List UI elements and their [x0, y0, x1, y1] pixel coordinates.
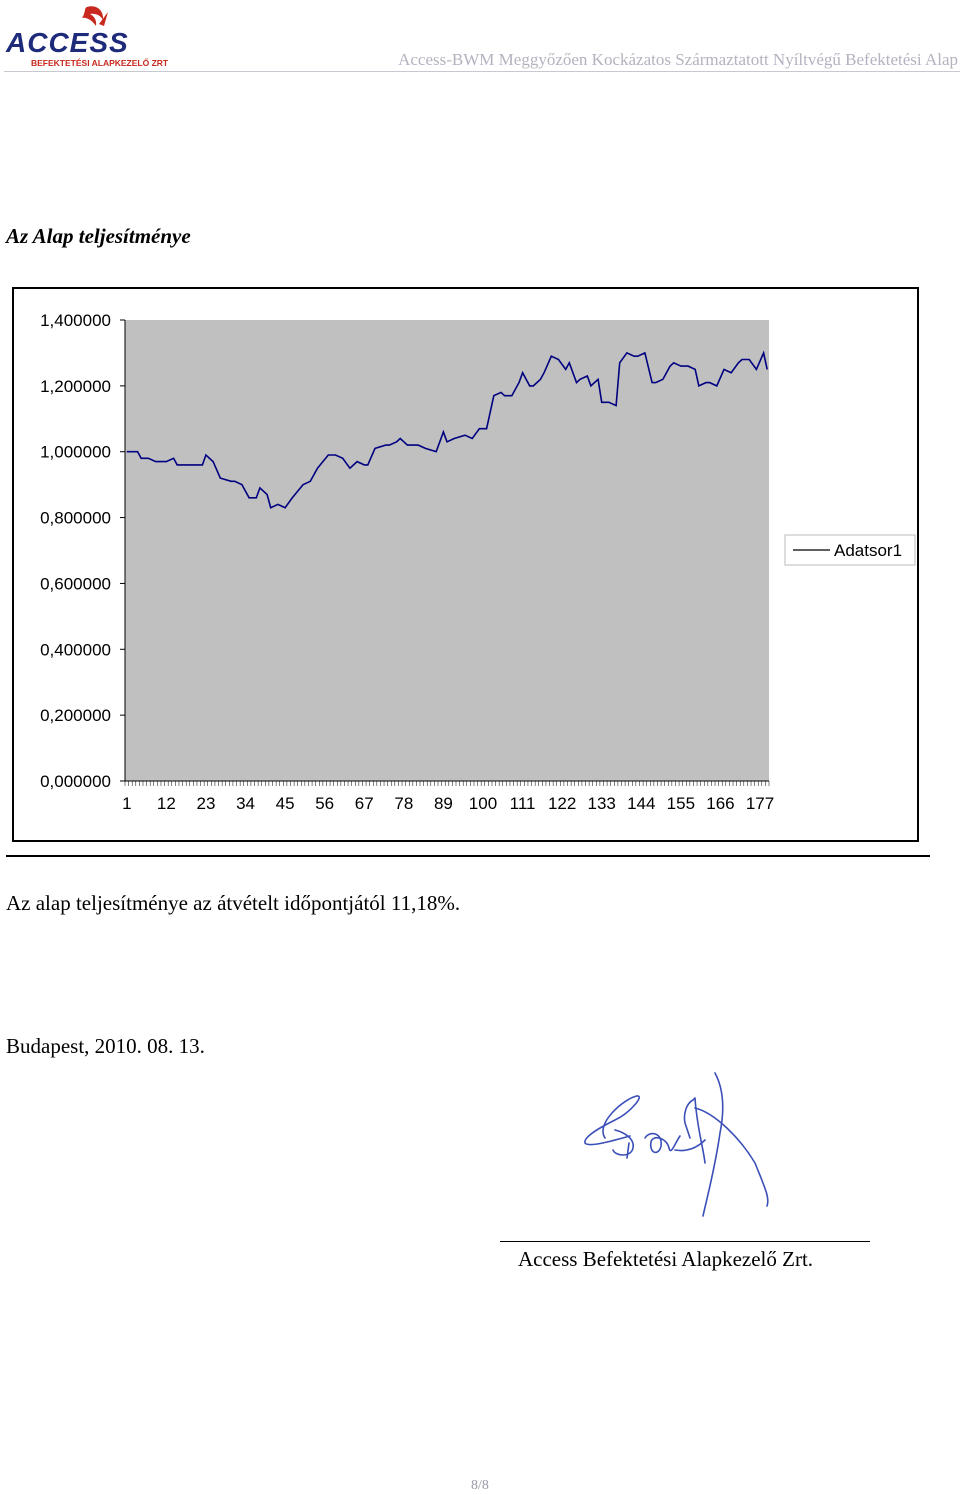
date-line: Budapest, 2010. 08. 13.: [6, 1034, 205, 1058]
x-tick-label: 133: [588, 794, 616, 813]
page-number: 8/8: [471, 1478, 489, 1493]
chart-bottom-divider: [6, 855, 930, 857]
series-line-adatsor1: [126, 350, 768, 509]
handwritten-signature: [584, 1072, 769, 1217]
x-tick-label: 45: [276, 794, 295, 813]
header-divider: [4, 71, 960, 72]
logo-tagline: BEFEKTETÉSI ALAPKEZELŐ ZRT: [31, 57, 169, 68]
header-title: Access-BWM Meggyőzően Kockázatos Származ…: [398, 50, 958, 69]
y-tick-label: 0,200000: [40, 706, 111, 725]
section-title: Az Alap teljesítménye: [6, 224, 191, 248]
logo-bird-icon: [82, 6, 104, 27]
x-tick-label: 111: [510, 794, 536, 813]
x-tick-label: 89: [434, 794, 453, 813]
y-ticks: [120, 319, 125, 782]
x-tick-label: 67: [355, 794, 374, 813]
performance-statement: Az alap teljesítménye az átvételt időpon…: [6, 891, 461, 915]
x-tick-label: 56: [315, 794, 334, 813]
y-tick-label: 0,400000: [40, 640, 111, 659]
x-tick-label: 155: [667, 794, 695, 813]
logo-wordmark: ACCESS: [5, 27, 129, 58]
signature-line: [500, 1241, 870, 1242]
x-ticks: [124, 781, 770, 786]
x-tick-label: 122: [548, 794, 576, 813]
y-tick-label: 0,000000: [40, 772, 111, 791]
plot-area: [125, 320, 769, 781]
x-tick-label: 100: [469, 794, 497, 813]
company-logo: ACCESS BEFEKTETÉSI ALAPKEZELŐ ZRT: [5, 6, 169, 68]
y-tick-label: 0,600000: [40, 574, 111, 593]
performance-chart: 1,400000 1,200000 1,000000 0,800000 0,600000…: [40, 311, 916, 813]
x-tick-label: 1: [122, 794, 131, 813]
x-axis-labels: 1 12 23 34 45 56 67 78 89 100 111 122 133 144 155 166 17…: [122, 794, 774, 813]
y-tick-label: 1,000000: [40, 443, 111, 462]
x-tick-label: 144: [627, 794, 655, 813]
company-name: Access Befektetési Alapkezelő Zrt.: [518, 1247, 814, 1271]
chart-legend: Adatsor1: [784, 534, 916, 566]
y-tick-label: 1,200000: [40, 377, 111, 396]
y-tick-label: 1,400000: [40, 311, 111, 330]
legend-label: Adatsor1: [834, 541, 902, 560]
x-tick-label: 177: [746, 794, 774, 813]
y-tick-label: 0,800000: [40, 509, 111, 528]
x-tick-label: 78: [394, 794, 413, 813]
x-tick-label: 23: [196, 794, 215, 813]
x-tick-label: 34: [236, 794, 255, 813]
y-axis-labels: 1,400000 1,200000 1,000000 0,800000 0,600000…: [40, 311, 111, 791]
x-tick-label: 12: [157, 794, 176, 813]
x-tick-label: 166: [706, 794, 734, 813]
